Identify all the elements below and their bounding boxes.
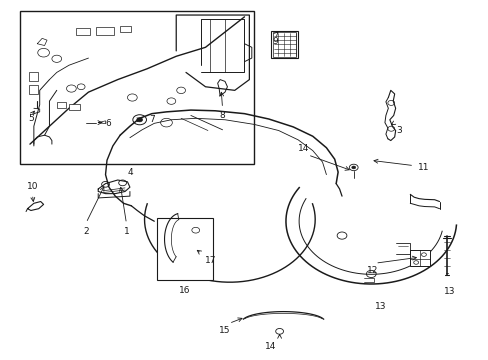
Bar bbox=[409, 250, 429, 266]
Bar bbox=[96, 27, 114, 35]
Bar bbox=[120, 26, 131, 32]
Text: 16: 16 bbox=[179, 286, 190, 295]
Bar bbox=[273, 32, 296, 57]
Text: 14: 14 bbox=[298, 144, 309, 153]
Text: 11: 11 bbox=[417, 163, 428, 172]
Bar bbox=[69, 104, 80, 110]
Text: 6: 6 bbox=[105, 119, 111, 128]
Text: 10: 10 bbox=[26, 183, 38, 192]
Text: 1: 1 bbox=[123, 227, 129, 236]
Text: 7: 7 bbox=[149, 115, 154, 124]
Text: 2: 2 bbox=[83, 226, 89, 235]
Bar bbox=[157, 218, 212, 280]
Text: 15: 15 bbox=[219, 326, 230, 335]
Bar bbox=[271, 31, 298, 58]
Bar bbox=[29, 72, 38, 81]
Text: 13: 13 bbox=[374, 302, 386, 311]
Text: 5: 5 bbox=[28, 114, 34, 123]
Text: 4: 4 bbox=[127, 168, 132, 177]
Text: 3: 3 bbox=[396, 126, 402, 135]
Text: 13: 13 bbox=[444, 287, 455, 296]
Text: 17: 17 bbox=[204, 256, 216, 265]
Bar bbox=[20, 12, 254, 164]
Circle shape bbox=[137, 118, 142, 122]
Text: 12: 12 bbox=[366, 266, 377, 275]
Bar bbox=[76, 28, 90, 35]
Circle shape bbox=[351, 166, 355, 169]
Bar bbox=[29, 85, 38, 94]
Text: 9: 9 bbox=[272, 37, 278, 46]
Text: 14: 14 bbox=[264, 342, 276, 351]
Bar bbox=[57, 102, 65, 108]
Text: 8: 8 bbox=[219, 111, 225, 120]
